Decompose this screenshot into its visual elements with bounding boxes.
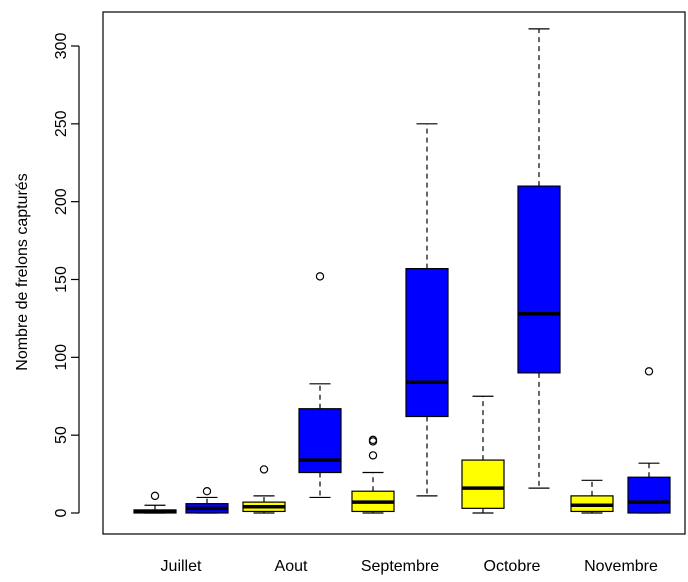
- x-tick-label: Juillet: [161, 558, 202, 575]
- boxes: [133, 28, 671, 514]
- plot-frame: [102, 11, 686, 535]
- x-tick-label: Novembre: [584, 558, 658, 575]
- x-tick-label: Aout: [275, 558, 308, 575]
- box-septembre: [405, 123, 449, 497]
- y-tick-label: 200: [53, 188, 70, 215]
- iqr-box: [517, 185, 561, 374]
- iqr-box: [405, 268, 449, 418]
- box-octobre: [461, 395, 505, 514]
- outlier-point: [259, 465, 269, 474]
- y-tick-label: 100: [53, 344, 70, 371]
- y-tick-label: 150: [53, 266, 70, 293]
- y-tick-label: 300: [53, 33, 70, 60]
- box-juillet: [185, 487, 229, 514]
- y-tick-label: 250: [53, 110, 70, 137]
- y-tick-label: 50: [53, 426, 70, 444]
- iqr-box: [627, 476, 671, 514]
- box-novembre: [570, 479, 614, 514]
- x-tick-label: Octobre: [484, 558, 541, 575]
- box-septembre: [351, 435, 395, 514]
- outlier-point: [150, 491, 160, 501]
- outlier-point: [368, 451, 378, 460]
- box-juillet: [133, 491, 177, 514]
- outlier-point: [644, 367, 654, 376]
- y-axis-title: Nombre de frelons capturés: [14, 173, 31, 370]
- box-aout: [298, 272, 342, 499]
- iqr-box: [298, 408, 342, 474]
- y-axis: 0 50 100 150 200 250 300: [53, 33, 80, 517]
- box-novembre: [627, 367, 671, 514]
- x-tick-label: Septembre: [361, 558, 439, 575]
- outlier-point: [368, 435, 378, 445]
- box-octobre: [517, 28, 561, 489]
- y-tick-label: 0: [53, 508, 70, 517]
- outlier-point: [202, 487, 212, 496]
- box-aout: [242, 465, 286, 514]
- iqr-box: [461, 459, 505, 509]
- x-axis-labels: Juillet Aout Septembre Octobre Novembre: [161, 558, 658, 575]
- outlier-point: [315, 272, 325, 281]
